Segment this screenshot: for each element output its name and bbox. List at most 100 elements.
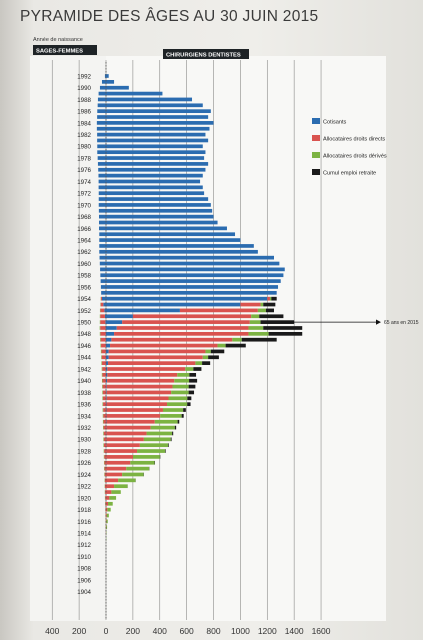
- y-tick-label: 1978: [77, 155, 91, 162]
- bar-right-cotisants-1952: [106, 308, 180, 313]
- bar-right-allocataires-droits-d-riv-s-1940: [174, 378, 190, 383]
- bar-right-allocataires-droits-directs-1923: [106, 478, 119, 483]
- bar-right-cumul-emploi-retraite-1935: [183, 408, 186, 412]
- y-tick-label: 1910: [77, 554, 91, 561]
- bar-right-cotisants-1962: [106, 249, 258, 254]
- bar-right-allocataires-droits-d-riv-s-1916: [106, 519, 108, 524]
- bar-right-allocataires-droits-directs-1926: [106, 460, 131, 465]
- x-tick-label: 400: [153, 626, 167, 636]
- y-tick-label: 1932: [77, 425, 91, 432]
- bar-left-cotisants-1991: [101, 80, 106, 84]
- bar-left-allocataires-droits-d-riv-s-1944: [101, 355, 102, 360]
- bar-right-cotisants-1971: [106, 197, 209, 201]
- bar-left-allocataires-droits-directs-1929: [103, 443, 106, 448]
- bar-right-cumul-emploi-retraite-1951: [259, 314, 284, 319]
- bar-right-cotisants-1956: [106, 285, 279, 289]
- y-tick-label: 1942: [77, 366, 91, 373]
- bar-right-cotisants-1991: [106, 80, 115, 84]
- y-tick-label: 1944: [77, 355, 91, 362]
- bar-right-allocataires-droits-d-riv-s-1943: [195, 361, 203, 365]
- bar-right-cumul-emploi-retraite-1931: [172, 431, 174, 436]
- bar-right-allocataires-droits-d-riv-s-1954: [269, 296, 272, 301]
- bar-left-allocataires-droits-directs-1920: [105, 496, 106, 500]
- bar-right-cumul-emploi-retraite-1936: [187, 402, 191, 407]
- bar-right-cotisants-1983: [106, 126, 210, 131]
- legend-entry: Allocataires droits dérivés: [323, 154, 387, 160]
- bar-right-cotisants-1967: [106, 220, 218, 225]
- bar-right-cotisants-1953: [106, 302, 241, 307]
- bar-left-allocataires-droits-directs-1939: [102, 384, 106, 389]
- bar-right-allocataires-droits-directs-1947: [111, 337, 233, 342]
- bar-right-cumul-emploi-retraite-1953: [263, 302, 276, 307]
- bar-right-cumul-emploi-retraite-1930: [170, 437, 172, 442]
- bar-left-allocataires-droits-directs-1944: [101, 355, 106, 360]
- bar-left-cotisants-1958: [100, 273, 106, 278]
- bar-left-cotisants-1992: [104, 74, 106, 78]
- bar-right-cotisants-1987: [106, 103, 203, 108]
- page-title: PYRAMIDE DES ÂGES AU 30 JUIN 2015: [20, 8, 319, 25]
- bar-left-allocataires-droits-directs-1949: [100, 326, 106, 330]
- bar-right-allocataires-droits-d-riv-s-1917: [106, 513, 109, 518]
- bar-right-cumul-emploi-retraite-1929: [168, 443, 169, 448]
- y-tick-label: 1908: [77, 566, 91, 573]
- bar-right-allocataires-droits-directs-1940: [107, 378, 175, 383]
- bar-left-allocataires-droits-directs-1938: [102, 390, 106, 395]
- bar-right-allocataires-droits-d-riv-s-1941: [177, 373, 190, 377]
- bar-right-allocataires-droits-d-riv-s-1949: [248, 326, 264, 330]
- bar-right-allocataires-droits-directs-1919: [106, 501, 109, 506]
- bar-right-cotisants-1945: [106, 349, 109, 354]
- bar-right-allocataires-droits-d-riv-s-1944: [202, 355, 209, 360]
- left-group-label: SAGES-FEMMES: [36, 49, 83, 55]
- bar-left-cotisants-1971: [98, 197, 106, 201]
- bar-right-cotisants-1975: [106, 173, 203, 178]
- x-tick-label: 1000: [231, 626, 250, 636]
- x-tick-label: 1600: [312, 626, 331, 636]
- bar-right-cumul-emploi-retraite-1948: [268, 331, 303, 336]
- y-tick-label: 1974: [77, 179, 91, 186]
- bar-left-cotisants-1955: [101, 290, 106, 295]
- annotation-arrow-icon: [376, 319, 381, 325]
- bar-left-allocataires-droits-d-riv-s-1934: [102, 414, 104, 418]
- bar-left-allocataires-droits-directs-1930: [103, 437, 106, 442]
- bar-left-allocataires-droits-d-riv-s-1948: [99, 331, 101, 336]
- bar-right-cumul-emploi-retraite-1950: [260, 320, 295, 324]
- bar-right-allocataires-droits-directs-1931: [106, 431, 147, 436]
- y-tick-label: 1946: [77, 343, 91, 350]
- bar-right-allocataires-droits-d-riv-s-1925: [126, 466, 150, 471]
- bar-right-allocataires-droits-directs-1954: [267, 296, 270, 301]
- y-tick-label: 1952: [77, 308, 91, 315]
- bar-right-allocataires-droits-directs-1937: [106, 396, 169, 401]
- bar-right-cotisants-1961: [106, 255, 274, 260]
- bar-right-cumul-emploi-retraite-1949: [263, 326, 303, 330]
- bar-right-cotisants-1976: [106, 167, 206, 172]
- bar-right-cumul-emploi-retraite-1942: [193, 367, 202, 371]
- y-tick-label: 1936: [77, 402, 91, 409]
- bar-left-cotisants-1974: [98, 179, 106, 184]
- bar-left-cotisants-1968: [99, 214, 106, 219]
- y-tick-label: 1984: [77, 120, 91, 127]
- bar-right-cotisants-1972: [106, 191, 205, 196]
- bar-left-allocataires-droits-directs-1937: [102, 396, 106, 401]
- bar-left-allocataires-droits-directs-1951: [100, 314, 105, 319]
- y-tick-label: 1938: [77, 390, 91, 397]
- bar-right-cotisants-1950: [106, 320, 123, 324]
- bar-left-cotisants-1988: [97, 97, 106, 102]
- left-group-label-bg: [33, 45, 97, 55]
- bar-right-cotisants-1978: [106, 156, 205, 160]
- x-tick-label: 200: [126, 626, 140, 636]
- bar-left-cotisants-1963: [99, 244, 106, 248]
- right-group-label: CHIRURGIENS DENTISTES: [166, 53, 241, 59]
- bar-left-cotisants-1987: [97, 103, 106, 108]
- bar-left-allocataires-droits-d-riv-s-1930: [103, 437, 104, 442]
- bar-right-allocataires-droits-d-riv-s-1928: [137, 449, 166, 453]
- y-tick-label: 1956: [77, 284, 91, 291]
- bar-right-cotisants-1959: [106, 267, 285, 272]
- bar-right-allocataires-droits-directs-1917: [106, 513, 107, 518]
- bar-left-cotisants-1984: [96, 121, 106, 125]
- bar-right-cumul-emploi-retraite-1928: [165, 449, 166, 453]
- bar-right-allocataires-droits-d-riv-s-1923: [118, 478, 136, 483]
- bar-right-cotisants-1964: [106, 238, 241, 242]
- legend-swatch: [312, 152, 320, 158]
- bar-right-cotisants-1989: [106, 91, 163, 96]
- bar-right-allocataires-droits-d-riv-s-1951: [251, 314, 260, 319]
